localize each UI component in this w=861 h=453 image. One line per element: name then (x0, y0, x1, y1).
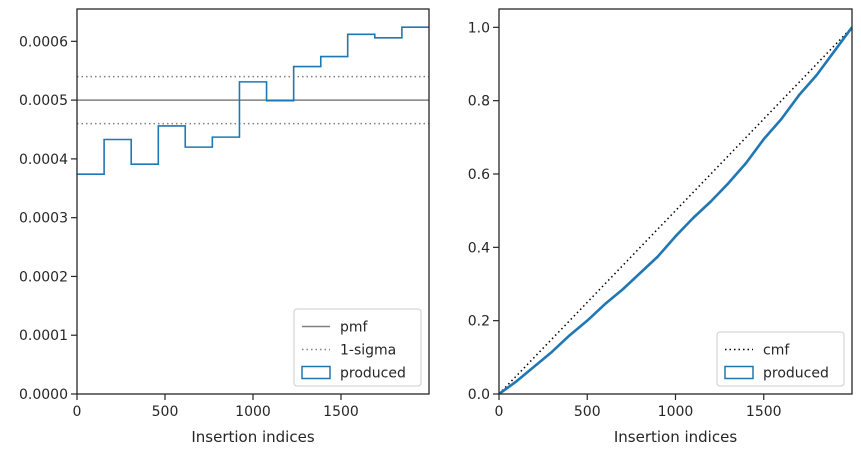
cmf-line (499, 26, 852, 394)
y-tick-label: 0.2 (468, 314, 490, 330)
legend-label: pmf (340, 320, 369, 336)
legend-label: 1-sigma (340, 343, 396, 359)
x-axis-label: Insertion indices (191, 428, 314, 446)
left-chart-panel: 0 500 1000 1500 0.0000 0.0001 0.0002 0.0003 0.00… (19, 8, 430, 446)
legend-label: cmf (763, 343, 790, 359)
produced-histogram-step (77, 26, 429, 175)
y-tick-label: 0.0003 (19, 211, 68, 227)
legend: cmf produced (716, 331, 845, 387)
x-tick-label: 1500 (746, 404, 782, 420)
y-tick-label: 0.4 (468, 240, 490, 256)
plot-area (499, 26, 852, 394)
y-tick-label: 0.0004 (19, 152, 68, 168)
x-tick-label: 500 (152, 404, 179, 420)
x-tick-label: 1000 (235, 404, 271, 420)
y-tick-label: 1.0 (468, 20, 490, 36)
x-tick-label: 1500 (323, 404, 359, 420)
x-tick-label: 1000 (658, 404, 694, 420)
y-tick-label: 0.0000 (19, 387, 68, 403)
y-tick-label: 0.6 (468, 167, 490, 183)
x-axis-label: Insertion indices (614, 428, 737, 446)
right-chart-panel: 0 500 1000 1500 0.0 0.2 0.4 0.6 0.8 1.0 Insertion … (468, 8, 853, 446)
y-tick-label: 0.8 (468, 94, 490, 110)
y-tick-label: 0.0006 (19, 34, 68, 50)
legend-handle-produced (724, 365, 754, 380)
x-tick-label: 500 (574, 404, 601, 420)
y-tick-label: 0.0005 (19, 93, 68, 109)
produced-cumulative-line (499, 26, 852, 394)
legend-handle-produced (301, 365, 331, 380)
y-tick-label: 0.0 (468, 387, 490, 403)
legend-label: produced (340, 366, 406, 382)
legend-label: produced (763, 366, 829, 382)
x-tick-label: 0 (73, 404, 82, 420)
y-tick-label: 0.0002 (19, 269, 68, 285)
x-tick-label: 0 (495, 404, 504, 420)
legend: pmf 1-sigma produced (293, 308, 422, 387)
legend-box (716, 331, 845, 387)
y-tick-label: 0.0001 (19, 328, 68, 344)
plot-area (77, 26, 429, 175)
